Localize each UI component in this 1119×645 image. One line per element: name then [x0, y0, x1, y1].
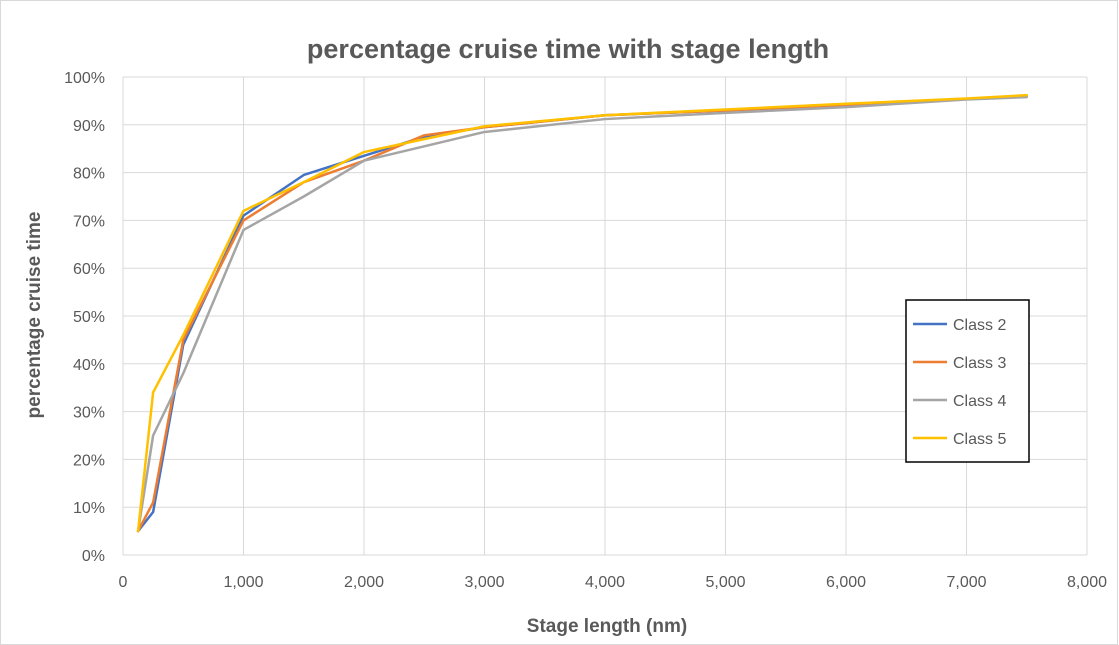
legend-label: Class 4: [953, 393, 1006, 410]
x-tick-label: 5,000: [705, 574, 745, 591]
x-tick-label: 6,000: [826, 574, 866, 591]
y-axis-title: percentage cruise time: [24, 212, 45, 419]
x-tick-label: 4,000: [585, 574, 625, 591]
legend: Class 2 Class 3 Class 4 Class 5: [905, 299, 1030, 463]
y-tick-label: 50%: [73, 309, 105, 326]
x-tick-label: 8,000: [1067, 574, 1107, 591]
x-axis-title: Stage length (nm): [527, 616, 687, 637]
x-tick-label: 1,000: [223, 574, 263, 591]
series-layer: [136, 93, 1028, 533]
y-tick-label: 0%: [82, 548, 105, 565]
x-tick-label: 2,000: [344, 574, 384, 591]
y-tick-label: 80%: [73, 166, 105, 183]
legend-label: Class 5: [953, 431, 1006, 448]
y-axis-ticks: 0% 10% 20% 30% 40% 50% 60% 70% 80% 90% 100%: [64, 70, 105, 565]
y-tick-label: 100%: [64, 70, 105, 87]
y-tick-label: 40%: [73, 357, 105, 374]
x-tick-label: 7,000: [946, 574, 986, 591]
y-tick-label: 60%: [73, 261, 105, 278]
y-tick-label: 90%: [73, 118, 105, 135]
x-axis-ticks: 0 1,000 2,000 3,000 4,000 5,000 6,000 7,000 8,00…: [119, 574, 1108, 591]
y-tick-label: 70%: [73, 213, 105, 230]
legend-label: Class 2: [953, 317, 1006, 334]
series-line-class-5: [136, 93, 1028, 533]
chart-title: percentage cruise time with stage length: [307, 34, 829, 64]
legend-box: [905, 299, 1030, 463]
y-tick-label: 30%: [73, 405, 105, 422]
y-tick-label: 10%: [73, 500, 105, 517]
legend-label: Class 3: [953, 355, 1006, 372]
series-line-class-4: [136, 95, 1028, 533]
x-tick-label: 0: [119, 574, 128, 591]
y-tick-label: 20%: [73, 452, 105, 469]
x-tick-label: 3,000: [464, 574, 504, 591]
